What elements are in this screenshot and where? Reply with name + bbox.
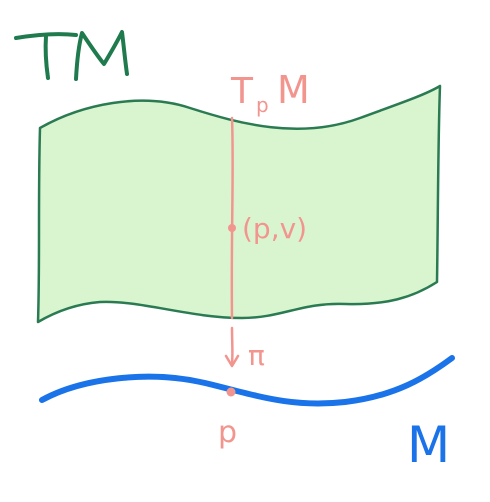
tangent-bundle-sheet <box>36 84 442 324</box>
fiber-label-subscript: p <box>256 93 269 117</box>
bundle-label-tm <box>14 30 129 81</box>
fiber-label-m: M <box>277 68 310 112</box>
down-arrow-icon <box>224 326 240 368</box>
point-p-v-dot <box>228 224 236 232</box>
point-p-v-label: (p,v) <box>242 212 307 245</box>
fiber-label-t: T <box>230 71 254 112</box>
base-point-dot <box>226 387 236 397</box>
base-manifold-label: M <box>407 416 450 474</box>
projection-label: π <box>248 339 265 372</box>
fiber-line <box>230 116 234 320</box>
base-point-label: p <box>218 415 237 450</box>
base-manifold-curve <box>39 355 455 407</box>
